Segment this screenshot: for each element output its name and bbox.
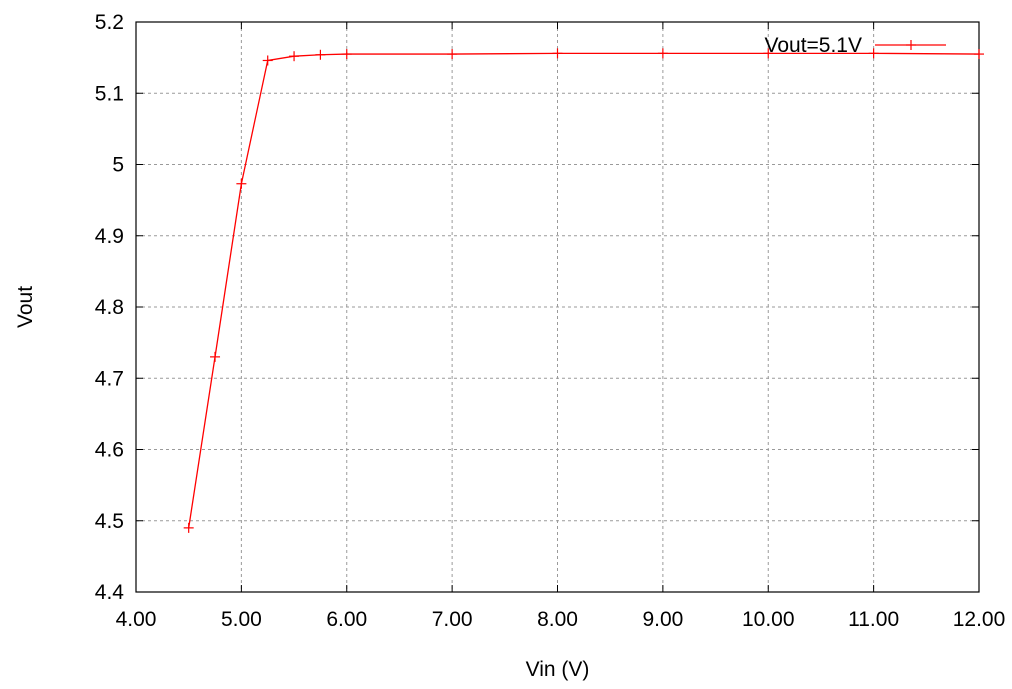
x-tick-label: 11.00	[848, 608, 899, 631]
data-point	[315, 50, 325, 60]
data-point	[869, 48, 879, 58]
axis-ticks: 4.00 5.00 6.00 7.00 8.00 9.00 10.00 11.00 12.00 4…	[95, 11, 1005, 631]
data-point	[974, 49, 984, 59]
data-point	[236, 179, 246, 189]
x-axis-label: Vin (V)	[526, 658, 590, 681]
y-axis-label: Vout	[14, 286, 37, 328]
y-tick-label: 4.9	[95, 225, 124, 248]
x-tick-label: 7.00	[432, 608, 473, 631]
x-tick-label: 5.00	[221, 608, 262, 631]
y-tick-label: 5.2	[95, 11, 124, 34]
y-tick-label: 4.4	[95, 581, 125, 604]
legend-marker	[906, 40, 916, 50]
y-tick-label: 4.8	[95, 296, 124, 319]
series-layer	[184, 48, 984, 533]
y-tick-label: 5	[112, 154, 124, 177]
data-point	[184, 523, 194, 533]
data-point	[658, 48, 668, 58]
x-tick-label: 10.00	[742, 608, 795, 631]
y-tick-label: 5.1	[95, 82, 124, 105]
legend-label: Vout=5.1V	[764, 34, 862, 57]
series-line	[189, 53, 979, 528]
x-tick-label: 6.00	[326, 608, 367, 631]
y-tick-label: 4.6	[95, 439, 124, 462]
x-tick-label: 4.00	[116, 608, 157, 631]
y-tick-label: 4.7	[95, 367, 124, 390]
x-tick-label: 9.00	[642, 608, 683, 631]
x-tick-label: 12.00	[953, 608, 1006, 631]
data-point	[553, 48, 563, 58]
data-point	[289, 51, 299, 61]
data-point	[263, 55, 273, 65]
grid-lines	[136, 22, 979, 592]
y-tick-label: 4.5	[95, 510, 124, 533]
data-point	[210, 352, 220, 362]
data-point	[342, 49, 352, 59]
data-point	[447, 49, 457, 59]
x-tick-label: 8.00	[537, 608, 578, 631]
